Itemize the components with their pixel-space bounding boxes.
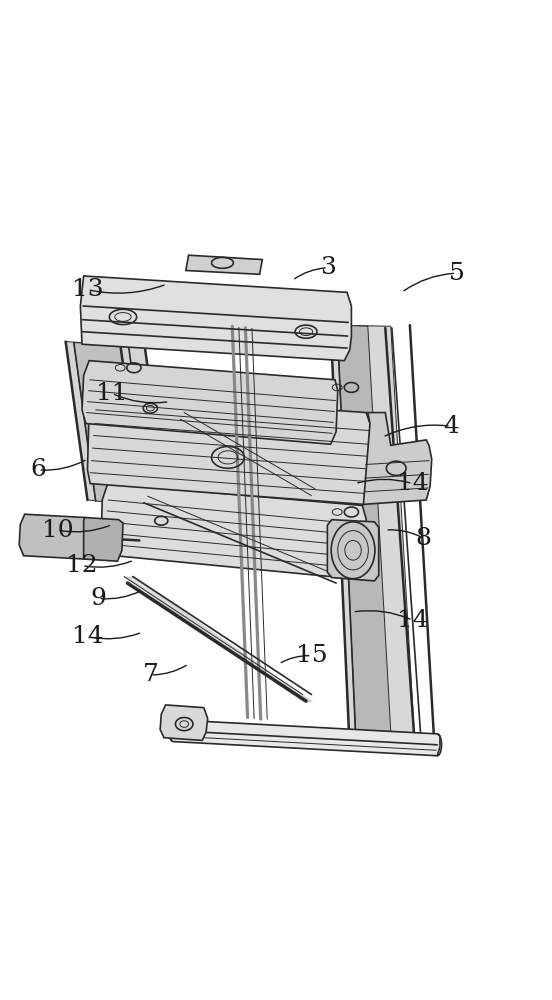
Text: 6: 6 [30,458,46,481]
Text: 14: 14 [397,609,428,632]
Text: 8: 8 [416,527,432,550]
Polygon shape [186,255,262,274]
Polygon shape [87,393,370,504]
Polygon shape [363,413,432,504]
Text: 11: 11 [96,382,128,405]
Text: 5: 5 [448,262,464,285]
Polygon shape [66,342,167,505]
Text: 7: 7 [142,663,158,686]
Text: 3: 3 [320,256,336,279]
Text: 15: 15 [296,644,327,667]
Polygon shape [82,361,338,444]
Text: 13: 13 [72,278,103,301]
Polygon shape [337,325,392,750]
Text: 4: 4 [443,415,459,438]
Text: 9: 9 [91,587,107,610]
Polygon shape [84,517,123,561]
Polygon shape [81,276,352,361]
Polygon shape [19,514,89,559]
Polygon shape [74,343,142,503]
Polygon shape [327,520,379,581]
Text: 12: 12 [66,554,98,577]
Polygon shape [160,705,208,740]
Text: 14: 14 [397,472,428,495]
Polygon shape [101,484,366,579]
Polygon shape [331,325,415,752]
Text: 10: 10 [41,519,73,542]
Text: 14: 14 [72,625,103,648]
Polygon shape [169,720,440,756]
